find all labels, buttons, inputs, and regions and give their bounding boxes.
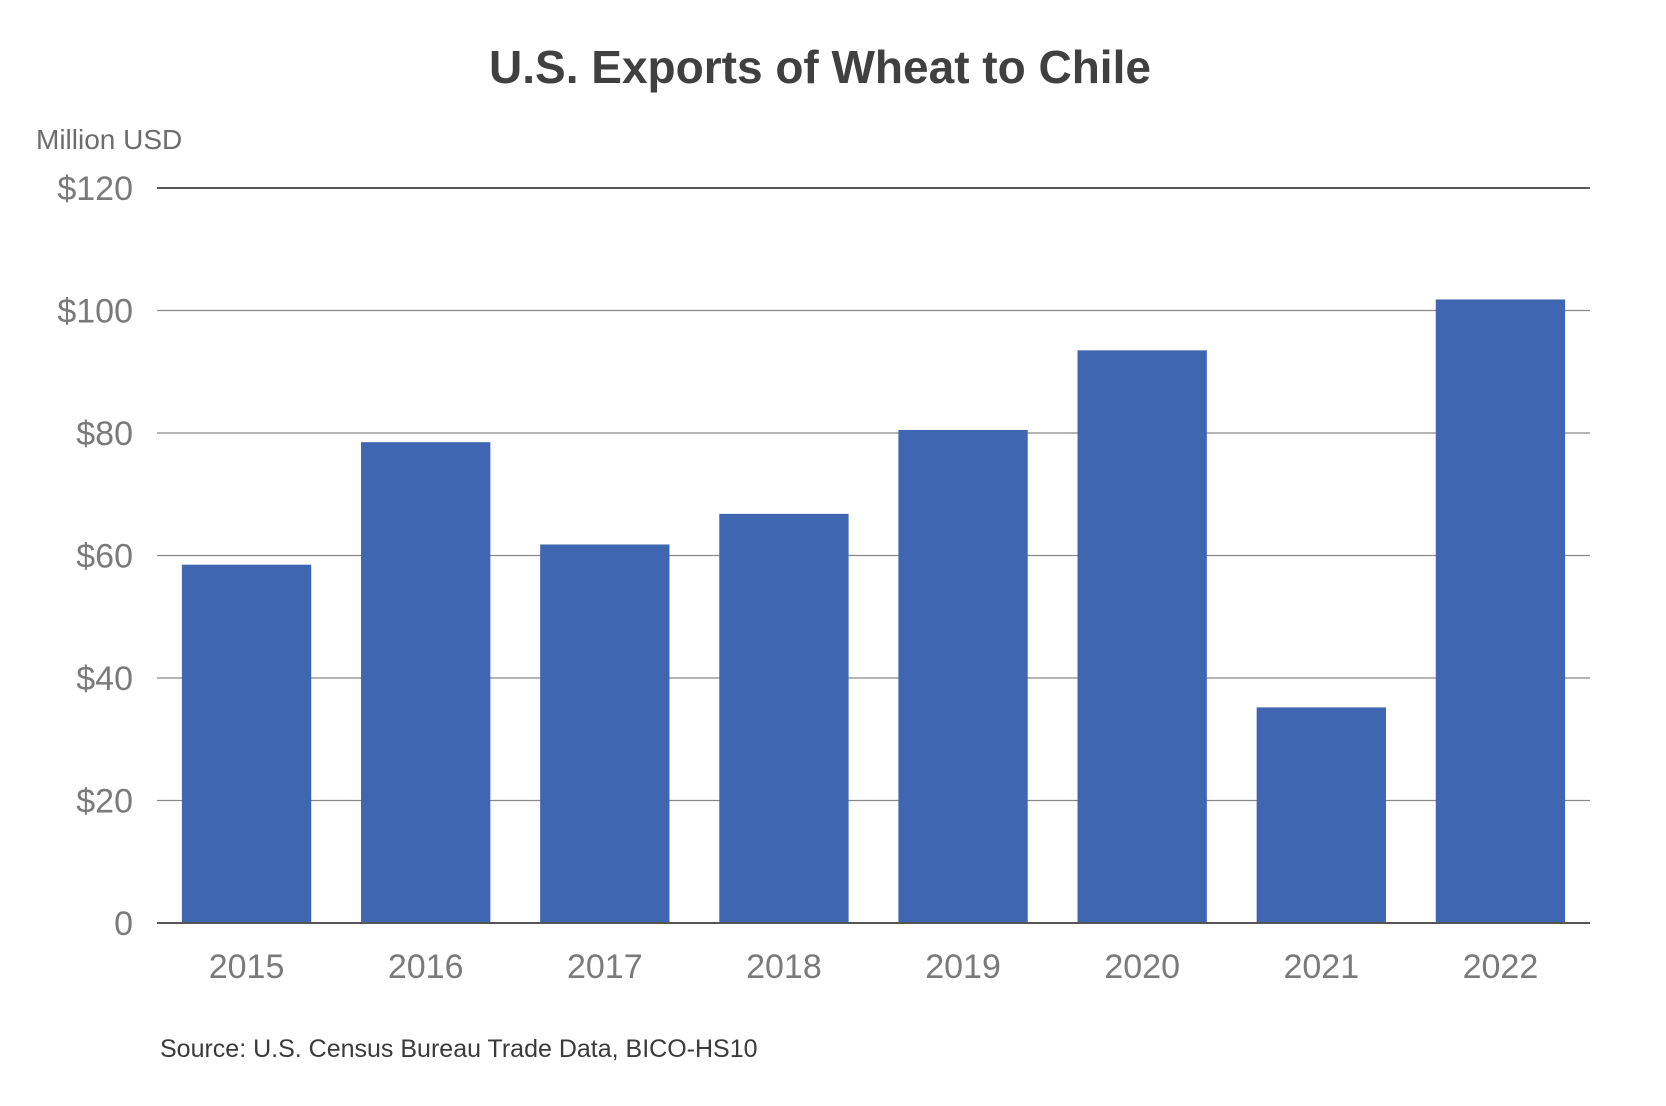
x-tick-label: 2019 [925,948,1001,986]
y-tick-label: $20 [76,783,133,821]
y-tick-label: $120 [57,170,133,208]
chart-title: U.S. Exports of Wheat to Chile [489,41,1151,93]
bar-2017 [540,544,670,923]
x-tick-label: 2021 [1283,948,1359,986]
y-tick-label: 0 [114,905,133,943]
bar-2021 [1256,707,1386,923]
x-tick-label: 2022 [1463,948,1539,986]
source-note: Source: U.S. Census Bureau Trade Data, B… [160,1035,758,1063]
x-tick-label: 2020 [1104,948,1180,986]
x-axis-ticks: 2015 2016 2017 2018 2019 2020 2021 2022 [209,948,1539,986]
bar-2016 [361,442,491,923]
y-tick-label: $80 [76,415,133,453]
x-tick-label: 2015 [209,948,285,986]
bar-2022 [1435,299,1566,924]
bar-2019 [898,429,1028,923]
y-tick-label: $40 [76,660,133,698]
bars [181,299,1566,924]
y-axis-unit-label: Million USD [36,124,183,155]
y-axis-ticks: 0 $20 $40 $60 $80 $100 $120 [57,170,133,943]
bar-2020 [1077,350,1207,923]
x-tick-label: 2018 [746,948,822,986]
bar-2018 [719,513,849,923]
x-tick-label: 2017 [567,948,643,986]
y-tick-label: $100 [57,293,133,331]
bar-2015 [181,564,312,923]
y-tick-label: $60 [76,538,133,576]
x-tick-label: 2016 [388,948,464,986]
